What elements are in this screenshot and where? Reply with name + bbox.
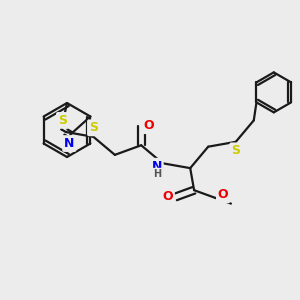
Text: H: H <box>154 169 162 179</box>
Text: N: N <box>64 137 74 150</box>
Text: N: N <box>152 160 162 173</box>
Text: O: O <box>144 119 154 132</box>
Text: O: O <box>218 188 229 201</box>
Text: O: O <box>162 190 173 203</box>
Text: S: S <box>89 122 98 134</box>
Text: S: S <box>58 114 67 127</box>
Text: S: S <box>231 144 240 157</box>
